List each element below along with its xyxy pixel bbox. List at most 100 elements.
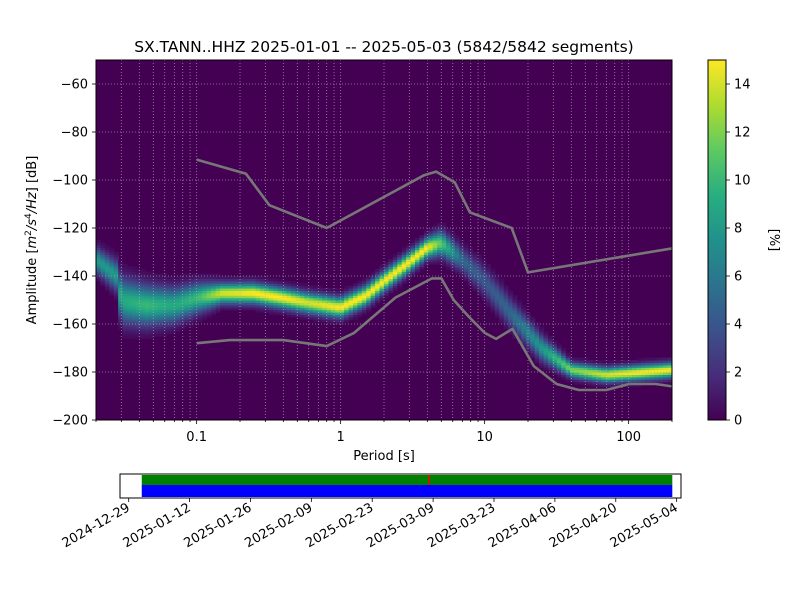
- density-cell: [370, 304, 376, 308]
- density-cell: [494, 288, 500, 291]
- density-cell: [397, 268, 403, 272]
- density-cell: [215, 288, 221, 291]
- density-cell: [450, 259, 456, 263]
- density-cell: [118, 309, 124, 313]
- density-cell: [587, 372, 593, 375]
- density-cell: [468, 252, 474, 255]
- density-cell: [308, 309, 314, 313]
- density-cell: [361, 285, 367, 289]
- density-cell: [539, 336, 545, 339]
- density-cell: [419, 247, 425, 251]
- density-cell: [485, 276, 491, 279]
- density-cell: [375, 292, 381, 296]
- density-cell: [127, 328, 133, 332]
- density-cell: [317, 312, 323, 315]
- density-cell: [472, 271, 478, 275]
- density-cell: [184, 297, 190, 301]
- density-cell: [113, 252, 119, 255]
- density-cell: [472, 285, 478, 289]
- density-cell: [543, 348, 549, 351]
- density-cell: [552, 360, 558, 363]
- density-cell: [96, 242, 102, 246]
- density-cell: [113, 285, 119, 289]
- density-cell: [308, 290, 314, 294]
- density-cell: [131, 297, 137, 301]
- density-cell: [158, 319, 164, 323]
- density-cell: [490, 276, 496, 279]
- density-cell: [361, 307, 367, 311]
- density-cell: [202, 307, 208, 311]
- density-cell: [131, 276, 137, 279]
- density-cell: [330, 304, 336, 308]
- density-cell: [454, 242, 460, 246]
- density-cell: [220, 280, 226, 284]
- density-cell: [184, 278, 190, 282]
- density-cell: [308, 316, 314, 320]
- density-cell: [432, 230, 438, 234]
- density-cell: [224, 307, 230, 311]
- density-cell: [658, 381, 664, 385]
- density-cell: [352, 295, 359, 299]
- density-cell: [614, 362, 620, 366]
- density-cell: [118, 285, 124, 289]
- density-cell: [649, 362, 655, 366]
- density-cell: [313, 290, 319, 294]
- density-cell: [233, 276, 239, 279]
- density-cell: [521, 314, 527, 318]
- density-cell: [100, 268, 106, 272]
- density-cell: [158, 288, 164, 291]
- density-cell: [273, 288, 279, 291]
- density-cell: [131, 285, 137, 289]
- density-cell: [317, 290, 323, 294]
- density-cell: [109, 249, 115, 253]
- density-cell: [140, 278, 146, 282]
- density-cell: [158, 333, 164, 337]
- density-cell: [516, 307, 522, 311]
- density-cell: [446, 259, 452, 263]
- density-cell: [370, 271, 376, 275]
- density-cell: [645, 360, 651, 363]
- density-cell: [344, 314, 350, 318]
- density-cell: [100, 242, 106, 246]
- density-cell: [255, 288, 261, 291]
- density-cell: [100, 247, 106, 251]
- density-cell: [499, 307, 505, 311]
- density-cell: [109, 288, 115, 291]
- density-cell: [459, 259, 465, 263]
- density-cell: [481, 288, 487, 291]
- density-cell: [144, 292, 150, 296]
- density-cell: [636, 374, 642, 378]
- density-cell: [525, 312, 531, 315]
- density-cell: [184, 319, 190, 323]
- density-cell: [286, 312, 292, 315]
- density-cell: [574, 369, 580, 373]
- density-cell: [171, 314, 177, 318]
- density-cell: [578, 367, 584, 371]
- density-cell: [415, 259, 421, 263]
- density-cell: [202, 288, 208, 291]
- density-cell: [490, 297, 496, 301]
- density-cell: [543, 340, 549, 344]
- density-cell: [304, 312, 310, 315]
- density-cell: [632, 367, 638, 371]
- density-cell: [251, 276, 257, 279]
- density-cell: [175, 300, 181, 303]
- density-cell: [556, 355, 562, 359]
- density-cell: [384, 264, 390, 267]
- density-cell: [264, 285, 270, 289]
- density-cell: [357, 283, 363, 287]
- density-cell: [663, 364, 669, 368]
- density-cell: [592, 372, 598, 375]
- density-cell: [428, 242, 434, 246]
- density-cell: [171, 328, 177, 332]
- density-cell: [158, 324, 164, 327]
- density-cell: [140, 292, 146, 296]
- density-cell: [618, 360, 624, 363]
- density-cell: [246, 288, 252, 291]
- density-cell: [384, 288, 390, 291]
- density-cell: [211, 292, 217, 296]
- density-cell: [601, 381, 607, 385]
- density-cell: [153, 283, 159, 287]
- density-cell: [468, 247, 474, 251]
